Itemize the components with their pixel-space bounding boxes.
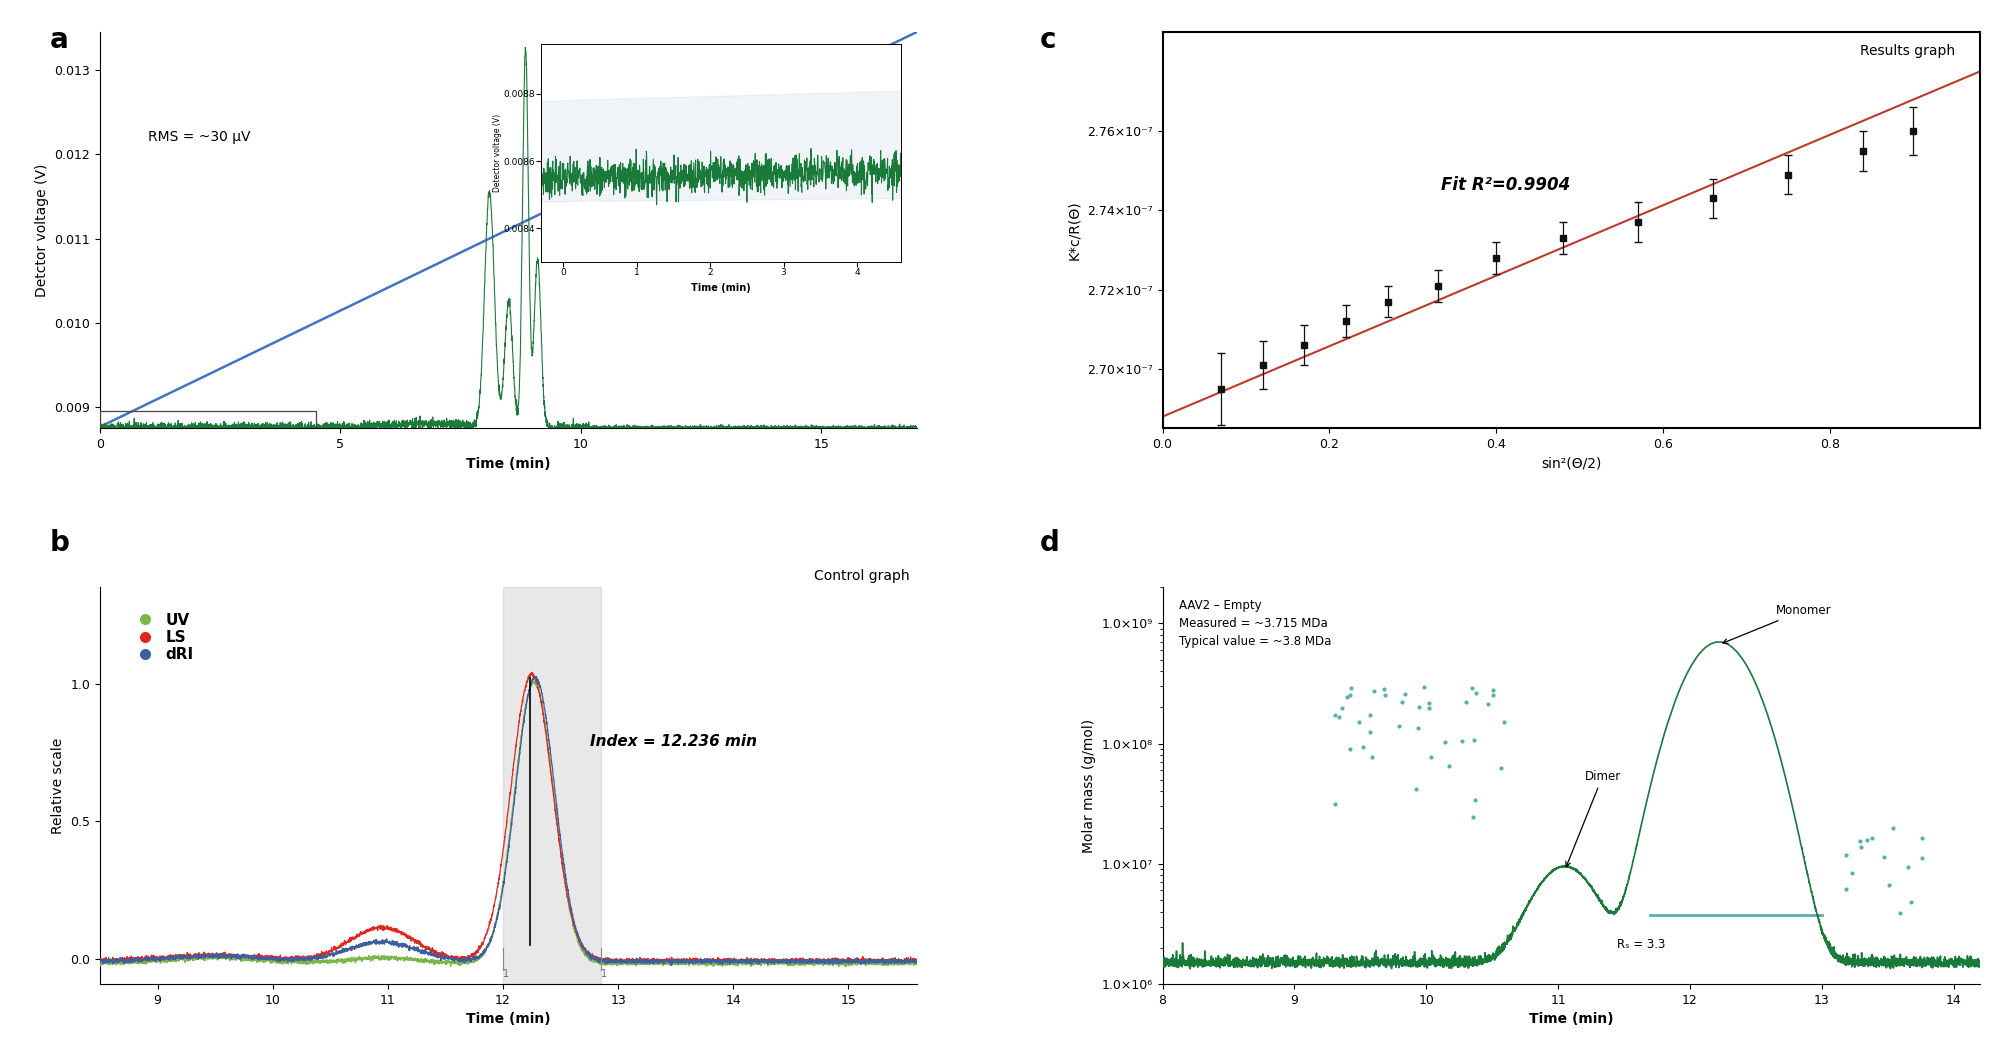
Point: [1844, 839, 1876, 856]
Point: [1830, 846, 1862, 863]
Text: a: a: [50, 26, 68, 54]
Point: [1354, 707, 1386, 724]
X-axis label: sin²(Θ/2): sin²(Θ/2): [1542, 457, 1602, 471]
Point: [1434, 758, 1466, 774]
X-axis label: Time (min): Time (min): [466, 457, 552, 471]
Point: [1428, 734, 1460, 751]
Point: [1478, 682, 1510, 699]
Point: [1402, 719, 1434, 736]
Point: [1320, 707, 1352, 724]
Point: [1356, 749, 1388, 766]
Point: [1412, 694, 1444, 711]
Point: [1346, 738, 1378, 755]
Text: Fit R²=0.9904: Fit R²=0.9904: [1442, 177, 1570, 195]
Text: Rₛ = 3.3: Rₛ = 3.3: [1618, 937, 1666, 951]
Point: [1906, 829, 1938, 846]
Point: [1456, 680, 1488, 697]
Y-axis label: Detctor voltage (V): Detctor voltage (V): [34, 163, 48, 297]
Point: [1326, 699, 1358, 716]
Y-axis label: Molar mass (g/mol): Molar mass (g/mol): [1082, 718, 1096, 853]
Point: [1414, 699, 1446, 716]
Y-axis label: Relative scale: Relative scale: [50, 737, 64, 834]
Text: AAV2 – Empty
Measured = ~3.715 MDa
Typical value = ~3.8 MDa: AAV2 – Empty Measured = ~3.715 MDa Typic…: [1178, 599, 1332, 649]
Point: [1320, 795, 1352, 811]
Point: [1874, 877, 1906, 894]
Text: Dimer: Dimer: [1566, 770, 1620, 867]
Point: [1334, 687, 1366, 704]
Text: Results graph: Results graph: [1860, 43, 1956, 57]
Point: [1460, 791, 1492, 808]
Point: [1450, 694, 1482, 711]
Point: [1836, 864, 1868, 881]
Text: Index = 12.236 min: Index = 12.236 min: [590, 734, 758, 749]
Text: Control graph: Control graph: [814, 569, 910, 583]
Point: [1906, 850, 1938, 867]
Y-axis label: K*c/R(Θ): K*c/R(Θ): [1068, 200, 1082, 260]
Point: [1472, 695, 1504, 712]
Legend: UV, LS, dRI: UV, LS, dRI: [124, 606, 200, 669]
Point: [1856, 831, 1888, 847]
Point: [1358, 682, 1390, 699]
Text: b: b: [50, 529, 70, 557]
Point: [1884, 905, 1916, 922]
Text: 1: 1: [504, 969, 510, 979]
X-axis label: Time (min): Time (min): [1528, 1013, 1614, 1026]
Text: 1: 1: [602, 969, 608, 979]
Point: [1408, 679, 1440, 696]
Text: d: d: [1040, 529, 1060, 557]
Point: [1324, 709, 1356, 726]
Point: [1458, 731, 1490, 748]
Point: [1368, 680, 1400, 697]
Point: [1876, 819, 1908, 836]
Point: [1844, 833, 1876, 850]
Point: [1386, 694, 1418, 711]
Point: [1488, 713, 1520, 730]
Point: [1478, 687, 1510, 704]
Point: [1332, 689, 1364, 706]
Point: [1446, 732, 1478, 749]
Point: [1868, 849, 1900, 865]
Text: RMS = ~30 μV: RMS = ~30 μV: [148, 130, 250, 145]
Bar: [502, 587, 600, 984]
Point: [1382, 717, 1414, 734]
Point: [1894, 894, 1926, 911]
Point: [1400, 780, 1432, 797]
Point: [1414, 748, 1446, 765]
Point: [1830, 880, 1862, 897]
Point: [1484, 760, 1516, 777]
Point: [1892, 858, 1924, 875]
Point: [1402, 699, 1434, 716]
Point: [1342, 714, 1374, 731]
X-axis label: Time (min): Time (min): [466, 1013, 552, 1026]
Point: [1354, 724, 1386, 741]
Point: [1370, 687, 1402, 704]
Point: [1460, 685, 1492, 701]
Point: [1334, 741, 1366, 758]
Point: [1850, 832, 1882, 849]
Point: [1458, 808, 1490, 825]
Text: Monomer: Monomer: [1722, 604, 1832, 643]
Point: [1388, 686, 1420, 703]
Text: c: c: [1040, 26, 1056, 54]
Point: [1334, 679, 1366, 696]
